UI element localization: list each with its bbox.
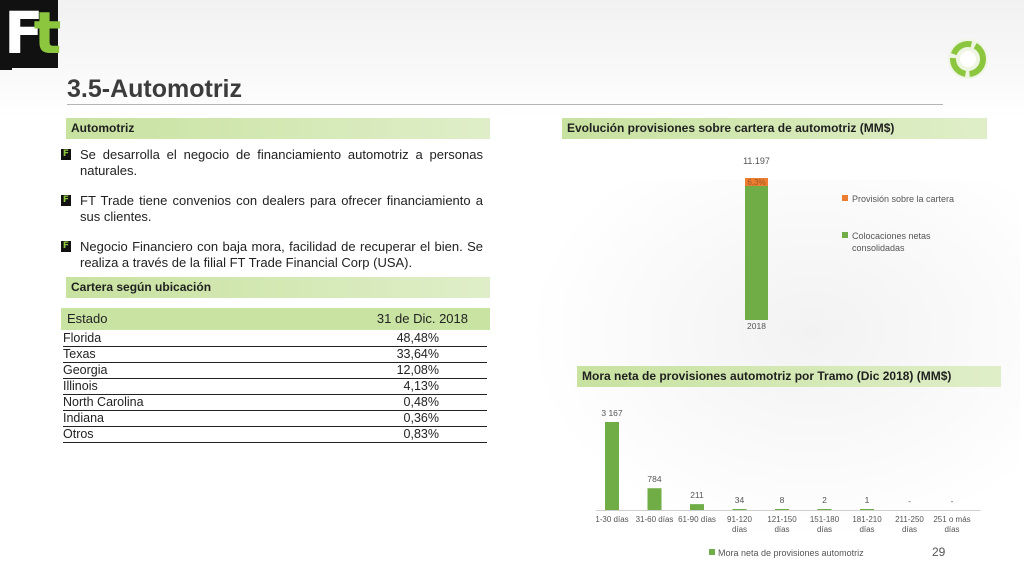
table-header: Estado 31 de Dic. 2018 [61,308,490,330]
data-label: - [951,496,954,506]
cell-estado: Indiana [63,411,105,425]
page-title: 3.5-Automotriz [67,75,242,103]
bar [732,509,747,510]
chart2-section-header: Mora neta de provisiones automotriz por … [577,366,1001,387]
cell-value: 33,64% [396,347,439,361]
bullet-item: F FT Trade tiene convenios con dealers p… [61,193,483,225]
bullet-item: F Se desarrolla el negocio de financiami… [61,147,483,179]
x-tick-label: 2018 [747,321,766,331]
bar [817,509,832,510]
data-label: 2 [822,495,827,505]
mora-chart: 3 167 1-30 días 784 31-60 días 211 61-90 días… [595,408,981,558]
data-label: 211 [690,490,704,500]
cell-value: 0,36% [403,411,439,425]
cell-value: 48,48% [396,331,439,345]
data-label-total: 11.197 [743,156,770,166]
legend-swatch-colocaciones [842,232,848,238]
section-header-automotriz: Automotriz [66,118,490,139]
bar [775,509,789,510]
table-row: Illinois 4,13% [63,379,487,395]
cell-value: 12,08% [396,363,439,377]
data-label-provision: 6,3% [747,178,765,187]
bar [690,504,704,510]
cell-estado: Florida [63,331,102,345]
data-label: 784 [647,474,661,484]
provision-chart: 6,3% 11.197 2018 Provisión sobre la cartera… [743,156,954,331]
x-tick-label: 121-150 días [767,515,797,534]
bar-colocaciones [745,186,768,320]
section-header-cartera: Cartera según ubicación [66,277,490,298]
legend-swatch [709,549,715,555]
x-tick-label: 251 o más días [933,515,970,534]
x-tick-label: 91-120 días [727,515,752,534]
legend-swatch-provision [842,195,848,201]
data-label: 34 [735,495,745,505]
table-row: Texas 33,64% [63,347,487,363]
page-number: 29 [932,545,946,559]
x-tick-label: 151-180 días [810,515,840,534]
x-tick-label: 1-30 días [595,515,628,524]
cell-estado: Illinois [63,379,98,393]
title-divider [67,104,943,105]
data-label: - [908,496,911,506]
logo-corner-mark [0,60,12,70]
bar-provision [745,178,768,186]
table-row: Indiana 0,36% [63,411,487,427]
location-table: Florida 48,48% Texas 33,64% Georgia 12,08% … [63,331,487,443]
bullet-text: Se desarrolla el negocio de financiamien… [80,147,483,178]
cell-value: 0,48% [403,395,439,409]
data-label: 3 167 [601,408,623,418]
cycle-icon [948,39,988,79]
cell-value: 4,13% [403,379,439,393]
x-tick-label: 61-90 días [678,515,716,524]
ft-bullet-icon: F [61,149,71,160]
cell-estado: Texas [63,347,96,361]
column-header-estado: Estado [67,311,108,326]
cell-estado: North Carolina [63,395,144,409]
ft-bullet-icon: F [61,195,71,206]
ft-bullet-icon: F [61,241,71,252]
table-row: North Carolina 0,48% [63,395,487,411]
cell-estado: Georgia [63,363,108,377]
bullet-list: F Se desarrolla el negocio de financiami… [61,147,483,285]
cell-value: 0,83% [403,427,439,441]
bar [605,422,619,510]
x-tick-label: 211-250 días [895,515,924,534]
bullet-text: FT Trade tiene convenios con dealers par… [80,193,483,224]
data-label: 8 [780,495,785,505]
bar [647,488,662,510]
data-label: 1 [865,495,870,505]
table-row: Otros 0,83% [63,427,487,443]
bullet-text: Negocio Financiero con baja mora, facili… [80,239,483,270]
table-row: Florida 48,48% [63,331,487,347]
x-tick-label: 181-210 días [852,515,882,534]
legend-label-colocaciones: Colocaciones netas consolidadas [852,231,931,253]
bar [860,509,874,510]
legend-label: Mora neta de provisiones automotriz [718,548,864,558]
company-logo: Ft [0,0,61,68]
chart1-section-header: Evolución provisiones sobre cartera de a… [562,118,987,139]
bullet-item: F Negocio Financiero con baja mora, faci… [61,239,483,271]
x-tick-label: 31-60 días [636,515,674,524]
legend-label-provision: Provisión sobre la cartera [852,194,954,204]
column-header-fecha: 31 de Dic. 2018 [376,311,468,326]
table-row: Georgia 12,08% [63,363,487,379]
cell-estado: Otros [63,427,94,441]
header-background [0,0,1024,118]
